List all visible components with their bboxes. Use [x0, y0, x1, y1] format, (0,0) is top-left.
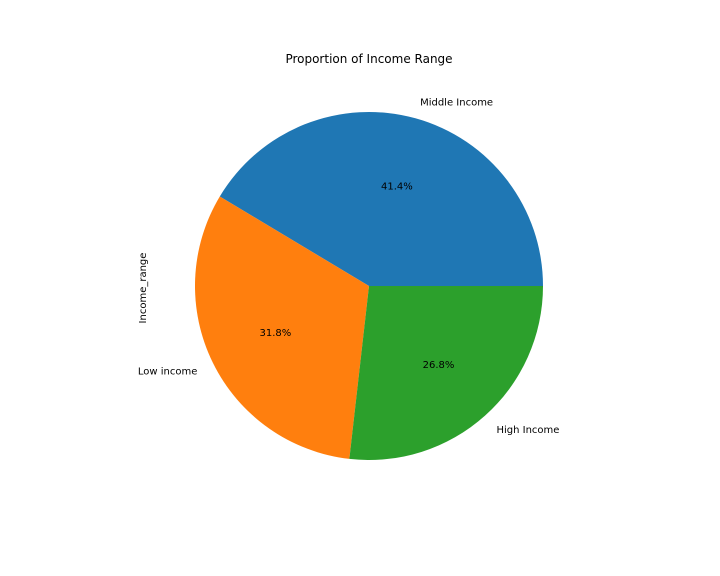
slice-label: Middle Income [420, 98, 493, 109]
slice-label: Low income [138, 367, 198, 378]
slice-label: High Income [496, 425, 559, 436]
pie-slice-middle-income [219, 111, 544, 286]
pie-labels: Middle Income 41.4% Low income 31.8% High In… [138, 98, 560, 436]
pie-slice-low-income [195, 196, 369, 459]
slice-percent-label: 31.8% [260, 328, 292, 339]
y-axis-label: Income_range [138, 253, 149, 324]
slice-percent-label: 26.8% [423, 360, 455, 371]
chart-title: Proportion of Income Range [285, 52, 452, 66]
pie-slice-high-income [349, 286, 543, 460]
pie-slices [195, 111, 544, 460]
slice-percent-label: 41.4% [381, 181, 413, 192]
